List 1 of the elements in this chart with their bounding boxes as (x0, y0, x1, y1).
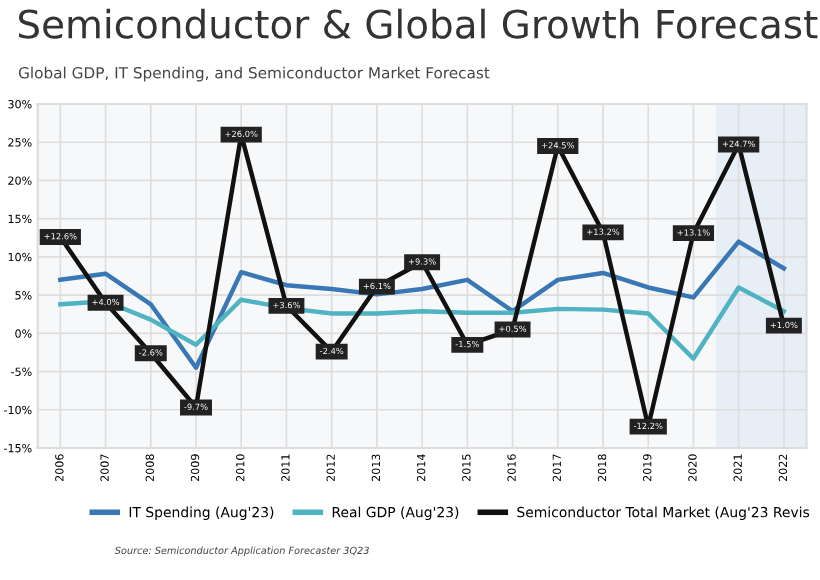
chart-title: Semiconductor & Global Growth Forecast (18, 8, 818, 39)
